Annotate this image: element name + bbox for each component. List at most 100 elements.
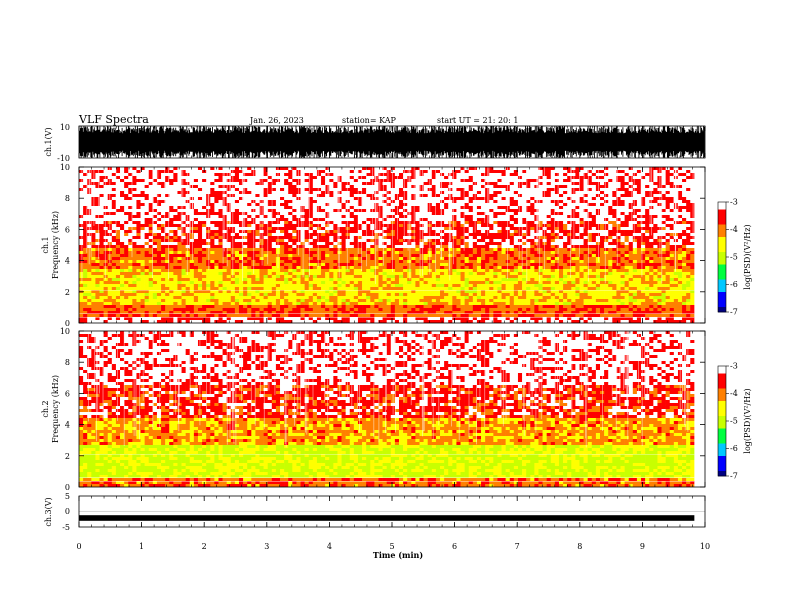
- ch1-spectrogram-cell: [653, 194, 658, 198]
- ch1-spectrogram-cell: [636, 170, 642, 174]
- ch1-spectrogram-cell: [366, 248, 371, 252]
- ch1-spectrogram-cell: [267, 200, 273, 204]
- ch1-spectrogram-cell: [280, 254, 285, 258]
- ch1-spectrogram-cell: [501, 209, 506, 213]
- ch1-spectrogram-cell: [604, 230, 609, 234]
- ch1-spectrogram-cell: [161, 260, 166, 264]
- ch1-spectrogram-cell: [431, 248, 437, 252]
- ch1-spectrogram-cell: [456, 218, 461, 222]
- ch1-spectrogram-cell: [165, 224, 170, 228]
- ch1-spectrogram-cell: [308, 194, 314, 198]
- ch1-spectrogram-cell: [665, 215, 671, 219]
- ch1-spectrogram-cell: [468, 257, 474, 261]
- ch1-spectrogram-cell: [79, 260, 84, 264]
- ch1-spectrogram-cell: [554, 221, 560, 225]
- ch1-spectrogram-cell: [591, 215, 597, 219]
- ch1-spectrogram-cell: [79, 245, 84, 249]
- ch1-spectrogram-cell: [156, 179, 162, 183]
- ch1-spectrogram-cell: [197, 200, 203, 204]
- ch1-spectrogram-cell: [661, 257, 666, 261]
- ch1-spectrogram-cell: [419, 212, 424, 216]
- ch1-spectrogram-cell: [148, 257, 154, 261]
- ch1-spectrogram-cell: [99, 239, 104, 243]
- ch1-spectrogram-cell: [181, 236, 186, 240]
- ch1-spectrogram-cell: [234, 185, 240, 189]
- ch1-spectrogram-cell: [255, 227, 260, 231]
- ch1-spectrogram-cell: [349, 167, 355, 171]
- ch1-spectrogram-cell: [419, 203, 424, 207]
- ch1-spectrogram-cell: [423, 203, 428, 207]
- ch1-spectrogram-cell: [620, 176, 625, 180]
- ch1-spectrogram-cell: [665, 212, 671, 216]
- ch1-spectrogram-cell: [513, 179, 519, 183]
- ch1-spectrogram-cell: [522, 200, 527, 204]
- ch1-spectrogram-cell: [673, 257, 679, 261]
- ch1-spectrogram-cell: [193, 212, 199, 216]
- ch1-spectrogram-cell: [628, 215, 634, 219]
- ch1-spectrogram-cell: [284, 167, 289, 171]
- ch1-spectrogram-cell: [600, 200, 605, 204]
- ch1-spectrogram-cell: [288, 170, 293, 174]
- ch1-spectrogram-cell: [197, 260, 203, 264]
- ch1-spectrogram-cell: [333, 170, 338, 174]
- ch1-spectrogram-cell: [173, 182, 178, 186]
- ch1-spectrogram-cell: [156, 209, 162, 213]
- ch1-spectrogram-cell: [612, 257, 617, 261]
- ch1-spectrogram-cell: [193, 188, 199, 192]
- ch1-spectrogram-cell: [641, 173, 646, 177]
- ch1-spectrogram-cell: [357, 257, 363, 261]
- ch1-spectrogram-cell: [329, 191, 334, 195]
- ch1-spectrogram-cell: [444, 173, 449, 177]
- ch1-spectrogram-cell: [526, 167, 531, 171]
- ch1-spectrogram-cell: [288, 215, 293, 219]
- ch1-spectrogram-cell: [128, 167, 133, 171]
- ch1-spectrogram-cell: [620, 194, 625, 198]
- ch1-spectrogram-cell: [91, 263, 96, 267]
- ch1-spectrogram-cell: [624, 248, 630, 252]
- ch1-spectrogram-cell: [645, 173, 650, 177]
- ch1-spectrogram-cell: [398, 203, 404, 207]
- ch1-spectrogram-cell: [411, 173, 416, 177]
- ch1-spectrogram-cell: [534, 260, 539, 264]
- ch1-spectrogram-cell: [341, 236, 346, 240]
- ch1-spectrogram-cell: [280, 179, 285, 183]
- ch1-spectrogram-cell: [624, 215, 630, 219]
- ch1-spectrogram-cell: [513, 263, 519, 267]
- ch1-spectrogram-cell: [152, 230, 158, 234]
- ch1-spectrogram-cell: [99, 206, 104, 210]
- ch1-spectrogram-cell: [481, 167, 486, 171]
- ch1-spectrogram-cell: [362, 233, 367, 237]
- ch1-spectrogram-cell: [255, 212, 260, 216]
- ch1-spectrogram-cell: [329, 257, 334, 261]
- ch1-spectrogram-cell: [628, 182, 634, 186]
- ch1-spectrogram-cell: [161, 188, 166, 192]
- ch1-spectrogram-cell: [243, 254, 248, 258]
- ch1-spectrogram-cell: [128, 227, 133, 231]
- ch1-spectrogram-cell: [632, 203, 638, 207]
- ch1-spectrogram-cell: [608, 182, 613, 186]
- ch1-spectrogram-cell: [197, 179, 203, 183]
- ch1-spectrogram-cell: [669, 212, 675, 216]
- ch1-spectrogram-cell: [124, 245, 129, 249]
- ch1-spectrogram-cell: [407, 224, 412, 228]
- ch1-spectrogram-cell: [583, 176, 588, 180]
- ch1-spectrogram-cell: [202, 221, 207, 225]
- ch1-spectrogram-cell: [452, 185, 457, 189]
- ch1-spectrogram-cell: [538, 212, 543, 216]
- ch1-spectrogram-cell: [156, 266, 162, 270]
- ch1-spectrogram-cell: [632, 191, 638, 195]
- ch1-spectrogram-cell: [407, 179, 412, 183]
- ch1-spectrogram-cell: [567, 197, 572, 201]
- ch1-spectrogram-cell: [185, 266, 191, 270]
- ch1-spectrogram-cell: [464, 254, 470, 258]
- ch1-spectrogram-cell: [202, 191, 207, 195]
- ch1-spectrogram-cell: [136, 230, 141, 234]
- ch1-spectrogram-cell: [550, 212, 556, 216]
- ch1-spectrogram-cell: [591, 251, 597, 255]
- ch1-spectrogram-cell: [144, 173, 150, 177]
- ch1-spectrogram-cell: [423, 257, 428, 261]
- ch1-spectrogram-cell: [128, 179, 133, 183]
- ch1-spectrogram-cell: [218, 242, 223, 246]
- ch1-spectrogram-cell: [238, 230, 244, 234]
